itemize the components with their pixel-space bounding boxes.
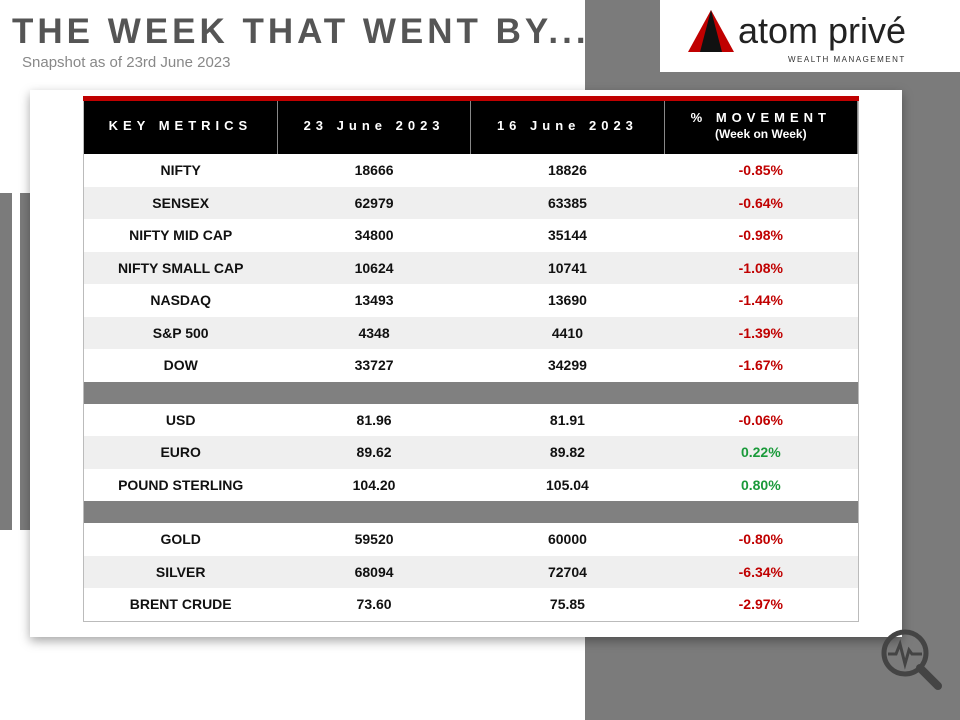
column-header-text: 16 June 2023 [496,118,638,133]
value-cell: 105.04 [546,476,589,493]
separator-row [84,501,858,523]
value-cell: 34299 [547,357,587,374]
movement-cell: -2.97% [738,596,783,613]
column-header: KEY METRICS [84,97,278,154]
value-cell: 89.82 [470,436,665,469]
title: THE WEEK THAT WENT BY... [12,12,590,51]
subtitle: Snapshot as of 23rd June 2023 [22,54,231,71]
deco-bar [0,193,12,530]
separator-row [84,381,858,404]
separator-cell [84,501,858,523]
data-row: GOLD 59520 60000 -0.80% [84,523,858,556]
value-cell: 60000 [547,531,587,548]
value-cell: 62979 [277,186,471,219]
data-row: USD 81.96 81.91 -0.06% [84,404,858,437]
metric-name: NIFTY [160,162,201,179]
metric-name: BRENT CRUDE [129,596,232,613]
data-row: S&P 500 4348 4410 -1.39% [84,316,858,349]
movement-cell: -0.06% [738,411,783,428]
logo-name: atom privé [738,10,907,51]
data-row: NASDAQ 13493 13690 -1.44% [84,284,858,317]
metric-name: SILVER [84,555,278,588]
deco-bar [20,193,30,530]
table-frame: KEY METRICS 23 June 2023 16 June 2023 % MOV… [83,96,859,622]
value-cell: 104.20 [352,476,396,493]
movement-cell: -1.39% [664,316,858,349]
logo-mark [688,10,734,52]
movement-cell: -6.34% [664,555,858,588]
data-row: POUND STERLING 104.20 105.04 0.80% [84,469,858,502]
data-row: BRENT CRUDE 73.60 75.85 -2.97% [84,588,858,621]
value-cell: 18826 [547,162,587,179]
value-cell: 33727 [354,357,394,374]
metric-name: GOLD [160,531,201,548]
value-cell: 75.85 [549,596,585,613]
data-row: NIFTY SMALL CAP 10624 10741 -1.08% [84,251,858,284]
movement-cell: -1.08% [664,251,858,284]
value-cell: 13690 [547,292,587,309]
metric-name: NASDAQ [150,292,212,309]
data-row: NIFTY 18666 18826 -0.85% [84,154,858,187]
value-cell: 73.60 [356,596,392,613]
value-cell: 68094 [277,555,471,588]
accent-line [83,96,859,101]
value-cell: 4348 [277,316,471,349]
value-cell: 4410 [470,316,665,349]
separator-cell [84,381,858,404]
value-cell: 72704 [470,555,665,588]
search-icon [881,629,942,690]
column-header-text: 23 June 2023 [303,118,445,133]
metric-name: SENSEX [84,186,278,219]
value-cell: 18666 [354,162,394,179]
header-row: KEY METRICS 23 June 2023 16 June 2023 % MOV… [84,97,859,154]
movement-cell: 0.80% [740,476,781,493]
table-card [30,90,902,637]
column-header-text: % MOVEMENT [690,110,831,125]
metric-name: S&P 500 [84,316,278,349]
movement-cell: -0.64% [664,186,858,219]
movement-cell: -1.67% [738,357,783,374]
value-cell: 35144 [547,227,587,244]
column-note: (Week on Week) [715,127,807,141]
metric-name: DOW [163,357,198,374]
data-row: DOW 33727 34299 -1.67% [84,349,858,382]
metric-name: NIFTY MID CAP [129,227,233,244]
value-cell: 13493 [354,292,394,309]
metric-name: USD [165,411,196,428]
movement-cell: -1.44% [738,292,783,309]
metric-name: NIFTY SMALL CAP [84,251,278,284]
value-cell: 81.91 [549,411,585,428]
metric-name: POUND STERLING [118,476,244,493]
data-row: NIFTY MID CAP 34800 35144 -0.98% [84,219,858,252]
movement-cell: -0.98% [738,227,783,244]
value-cell: 59520 [354,531,394,548]
value-cell: 10741 [470,251,665,284]
value-cell: 81.96 [356,411,392,428]
value-cell: 63385 [470,186,665,219]
column-header: 16 June 2023 [470,97,665,154]
value-cell: 34800 [354,227,394,244]
metric-name: EURO [84,436,278,469]
logo-tagline: WEALTH MANAGEMENT [788,55,906,64]
movement-cell: -0.85% [738,162,783,179]
data-row: EURO 89.62 89.82 0.22% [84,436,858,469]
movement-cell: 0.22% [664,436,858,469]
column-header-text: KEY METRICS [108,118,253,133]
data-row: SILVER 68094 72704 -6.34% [84,555,858,588]
value-cell: 89.62 [277,436,471,469]
value-cell: 10624 [277,251,471,284]
metrics-table: KEY METRICS 23 June 2023 16 June 2023 % MOV… [84,97,859,621]
column-header: 23 June 2023 [277,97,472,154]
data-row: SENSEX 62979 63385 -0.64% [84,186,858,219]
column-header: % MOVEMENT (Week on Week) [664,97,859,154]
movement-cell: -0.80% [738,531,783,548]
